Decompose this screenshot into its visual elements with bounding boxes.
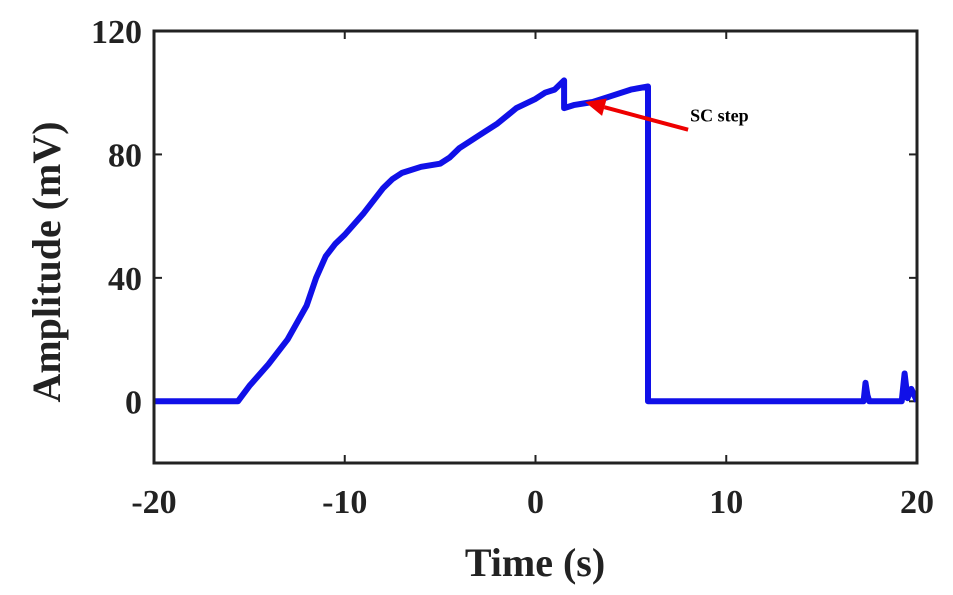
- y-tick-label: 120: [91, 14, 142, 51]
- plot-frame: [152, 29, 919, 465]
- x-tick-label: -10: [322, 484, 367, 521]
- y-axis-label: Amplitude (mV): [24, 121, 69, 402]
- x-tick-label: 10: [709, 484, 743, 521]
- annotation-label: SC step: [690, 106, 749, 126]
- x-axis-label: Time (s): [465, 540, 605, 585]
- series-line-signal: [154, 77, 917, 405]
- y-tick-label: 40: [108, 261, 142, 298]
- annotation-arrow-shaft: [603, 105, 689, 132]
- y-tick-label: 0: [125, 384, 142, 421]
- x-tick-label: -20: [131, 484, 176, 521]
- x-tick-label: 20: [900, 484, 934, 521]
- y-tick-label: 80: [108, 137, 142, 174]
- annotation-arrow-head: [585, 98, 607, 116]
- x-tick-label: 0: [527, 484, 544, 521]
